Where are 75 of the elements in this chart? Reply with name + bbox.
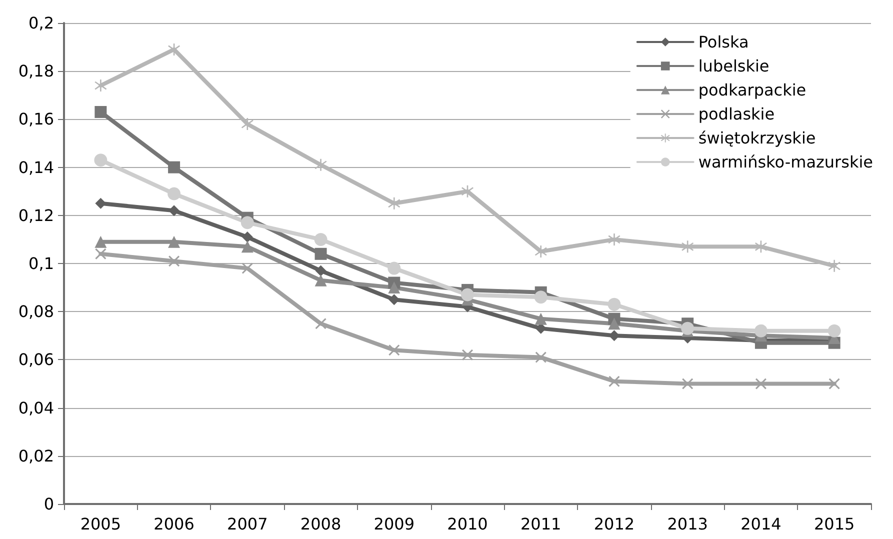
point — [608, 233, 620, 246]
point — [608, 376, 620, 387]
y-tick-label: 0,06 — [18, 350, 54, 370]
point — [94, 236, 107, 248]
point — [315, 265, 326, 276]
point — [168, 187, 181, 200]
point — [828, 260, 840, 272]
point — [314, 158, 327, 171]
point — [535, 352, 546, 363]
point — [242, 262, 253, 274]
point — [241, 240, 254, 253]
y-tick-label: 0,16 — [18, 110, 54, 129]
y-tick-label: 0,08 — [18, 302, 54, 322]
x-tick-label: 2009 — [374, 514, 414, 534]
x-tick-label: 2010 — [447, 514, 488, 534]
x-tick-label: 2005 — [80, 514, 122, 534]
point — [388, 262, 401, 275]
y-tick-label: 0,18 — [18, 62, 54, 81]
y-tick-label: 0 — [44, 494, 54, 514]
point — [828, 324, 841, 338]
point — [95, 248, 106, 260]
point — [754, 240, 767, 253]
point — [241, 118, 254, 130]
x-tick-label: 2008 — [300, 514, 342, 534]
x-tick-label: 2015 — [814, 514, 855, 534]
point — [534, 312, 547, 325]
legend-label: warmińsko-mazurskie — [698, 152, 874, 172]
point — [608, 298, 621, 311]
point — [168, 161, 180, 174]
point — [608, 318, 620, 330]
point — [94, 106, 107, 118]
point — [314, 274, 327, 286]
point — [315, 318, 326, 330]
point — [168, 205, 180, 216]
legend-label: podkarpackie — [698, 80, 806, 100]
x-tick-label: 2006 — [154, 514, 194, 534]
y-tick-label: 0,12 — [18, 206, 54, 225]
x-tick-label: 2012 — [594, 514, 635, 534]
point — [461, 288, 474, 302]
point — [534, 290, 548, 304]
point — [94, 80, 107, 92]
x-tick-label: 2011 — [520, 514, 562, 534]
point — [682, 378, 694, 390]
point — [95, 198, 106, 209]
y-tick-label: 0,02 — [18, 446, 54, 466]
point — [388, 197, 400, 210]
point — [462, 185, 474, 198]
point — [681, 322, 694, 335]
point — [94, 154, 108, 167]
point — [755, 378, 766, 390]
y-tick-label: 0,14 — [18, 158, 54, 177]
x-tick-label: 2013 — [667, 514, 708, 534]
point — [240, 216, 254, 230]
y-tick-label: 0,2 — [28, 14, 54, 32]
point — [168, 256, 180, 267]
y-tick-label: 0,1 — [28, 254, 54, 273]
legend-label: Polska — [698, 32, 749, 52]
point — [388, 344, 400, 356]
point — [168, 43, 180, 56]
y-tick-label: 0,04 — [18, 398, 54, 418]
point — [242, 232, 253, 243]
point — [682, 240, 694, 253]
point — [828, 378, 840, 390]
point — [462, 349, 473, 360]
legend-label: lubelskie — [698, 56, 770, 76]
x-tick-label: 2007 — [227, 514, 268, 534]
point — [534, 245, 547, 258]
point — [388, 282, 400, 294]
x-tick-label: 2014 — [740, 514, 782, 534]
point — [314, 232, 328, 246]
point — [168, 236, 180, 248]
point — [314, 248, 327, 260]
point — [754, 324, 768, 338]
legend-label: podlaskie — [698, 104, 775, 124]
legend-label: świętokrzyskie — [698, 128, 816, 148]
